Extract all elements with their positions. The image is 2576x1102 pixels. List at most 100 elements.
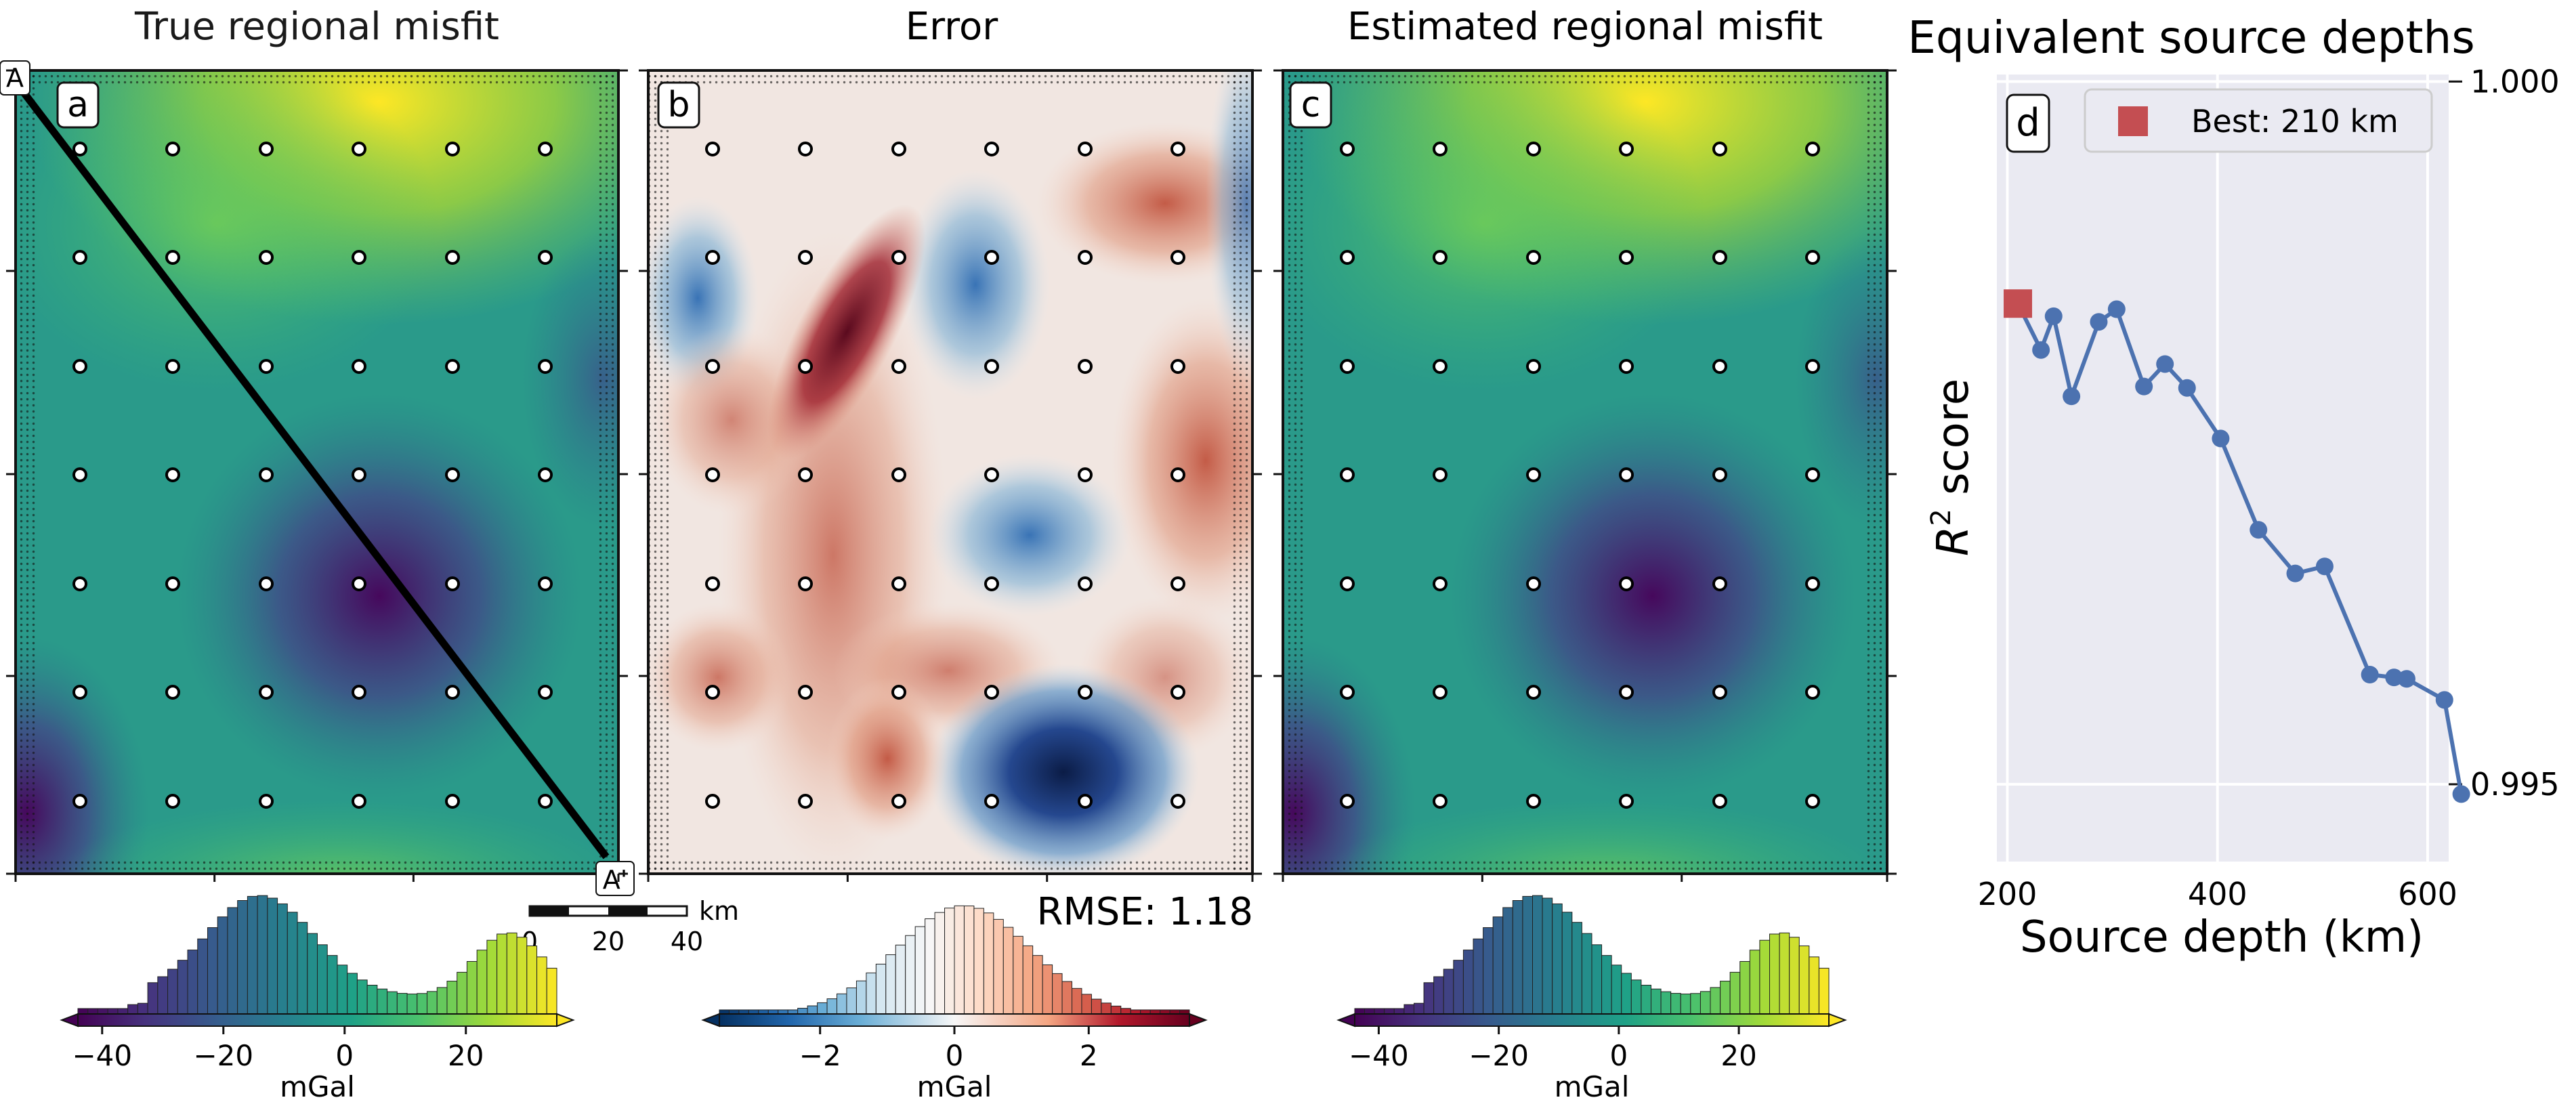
histogram-bar-a-10 xyxy=(177,960,188,1015)
station-point-c-2-4 xyxy=(1712,359,1727,374)
station-point-b-5-0 xyxy=(705,685,720,700)
panel-d-letter: d xyxy=(2016,101,2040,145)
station-point-a-0-2 xyxy=(259,142,274,156)
panel-b-frame xyxy=(647,69,1254,875)
panel-b: Error b RMSE: 1.18 xyxy=(647,5,1254,934)
station-point-a-1-4 xyxy=(445,250,460,265)
station-point-c-3-2 xyxy=(1526,467,1541,482)
station-point-b-3-4 xyxy=(1078,467,1093,482)
histogram-bar-a-21 xyxy=(287,912,298,1015)
station-point-c-5-3 xyxy=(1619,685,1634,700)
station-point-b-4-0 xyxy=(705,576,720,591)
chart-plot-area xyxy=(1997,75,2449,862)
histogram-bar-c-7 xyxy=(1423,982,1435,1015)
profile-line xyxy=(17,85,610,860)
station-point-c-4-5 xyxy=(1805,576,1820,591)
station-point-b-3-3 xyxy=(984,467,999,482)
histogram-bar-a-39 xyxy=(466,960,478,1015)
panel-d-chart: Equivalent source depths 200 400 600 0.995… xyxy=(1907,12,2559,962)
station-point-c-1-0 xyxy=(1340,250,1355,265)
histogram-bar-a-35 xyxy=(427,991,438,1015)
station-point-c-6-3 xyxy=(1619,794,1634,809)
station-point-c-1-5 xyxy=(1805,250,1820,265)
colorbar-a-tick-1: −20 xyxy=(193,1039,253,1072)
colorbar-b-tick-1: 0 xyxy=(946,1039,964,1072)
station-point-c-2-5 xyxy=(1805,359,1820,374)
histogram-bar-a-43 xyxy=(506,932,518,1015)
histogram-bar-a-2 xyxy=(97,1008,108,1015)
station-point-c-4-0 xyxy=(1340,576,1355,591)
chart-y-tick-0: 0.995 xyxy=(2470,766,2560,803)
station-point-b-4-2 xyxy=(891,576,906,591)
histogram-bar-a-42 xyxy=(497,933,507,1015)
histogram-bar-b-40 xyxy=(1110,1005,1122,1015)
station-point-b-1-3 xyxy=(984,250,999,265)
station-point-c-5-4 xyxy=(1712,685,1727,700)
histogram-bar-c-46 xyxy=(1809,956,1819,1015)
station-point-b-5-4 xyxy=(1078,685,1093,700)
station-point-b-4-3 xyxy=(984,576,999,591)
station-point-a-6-3 xyxy=(352,794,366,809)
station-point-b-0-5 xyxy=(1170,142,1185,156)
station-point-a-5-3 xyxy=(352,685,366,700)
station-point-b-2-5 xyxy=(1170,359,1185,374)
station-point-b-2-4 xyxy=(1078,359,1093,374)
station-point-a-2-0 xyxy=(72,359,87,374)
histogram-bar-b-30 xyxy=(1013,935,1023,1015)
station-point-c-1-2 xyxy=(1526,250,1541,265)
profile-end-label: A' xyxy=(603,865,627,895)
chart-x-tick-1: 400 xyxy=(2188,876,2247,912)
station-point-a-0-0 xyxy=(72,142,87,156)
histogram-bar-b-39 xyxy=(1101,1002,1112,1015)
station-point-b-6-5 xyxy=(1170,794,1185,809)
histogram-bar-b-8 xyxy=(797,1008,808,1015)
histogram-bar-c-18 xyxy=(1532,895,1543,1015)
station-point-c-1-1 xyxy=(1433,250,1448,265)
histogram-bar-a-36 xyxy=(436,987,448,1015)
histogram-bar-a-37 xyxy=(446,981,458,1015)
histogram-bar-b-33 xyxy=(1042,964,1053,1015)
station-point-c-5-2 xyxy=(1526,685,1541,700)
station-point-b-6-1 xyxy=(798,794,813,809)
station-point-a-2-1 xyxy=(165,359,180,374)
chart-gridlines xyxy=(1997,75,2449,862)
panel-b-title: Error xyxy=(906,5,998,49)
station-point-a-0-3 xyxy=(352,142,366,156)
station-point-c-3-5 xyxy=(1805,467,1820,482)
panel-c-stations xyxy=(1340,142,1820,809)
station-point-a-6-4 xyxy=(445,794,460,809)
station-point-c-0-2 xyxy=(1526,142,1541,156)
station-point-a-4-1 xyxy=(165,576,180,591)
colorbar-c-min-arrow xyxy=(1336,1013,1355,1027)
station-point-b-5-2 xyxy=(891,685,906,700)
station-point-c-5-1 xyxy=(1433,685,1448,700)
colorbar-a-max-arrow xyxy=(556,1013,575,1027)
station-point-a-5-5 xyxy=(538,685,553,700)
histogram-bar-c-0 xyxy=(1354,1008,1366,1015)
histogram-bar-b-16 xyxy=(875,963,887,1015)
station-point-c-0-5 xyxy=(1805,142,1820,156)
histogram-bar-a-45 xyxy=(526,945,538,1015)
station-point-b-4-5 xyxy=(1170,576,1185,591)
chart-best-marker xyxy=(2004,289,2033,318)
colorbar-a-label: mGal xyxy=(280,1070,355,1102)
station-point-a-3-5 xyxy=(538,467,553,482)
profile-start-label: A xyxy=(6,63,24,93)
histogram-bar-c-19 xyxy=(1542,897,1553,1015)
station-point-b-3-2 xyxy=(891,467,906,482)
histogram-bar-b-23 xyxy=(944,908,955,1015)
histogram-bar-a-29 xyxy=(366,984,378,1015)
station-point-a-6-0 xyxy=(72,794,87,809)
histogram-bar-c-45 xyxy=(1798,945,1810,1015)
station-point-a-5-4 xyxy=(445,685,460,700)
station-point-b-1-2 xyxy=(891,250,906,265)
scale-bar-unit: km xyxy=(699,896,739,926)
histogram-bar-a-13 xyxy=(207,927,218,1015)
chart-point-7 xyxy=(2156,355,2174,373)
histogram-bar-c-23 xyxy=(1581,933,1592,1015)
station-point-a-6-5 xyxy=(538,794,553,809)
station-point-a-4-3 xyxy=(352,576,366,591)
histogram-bar-a-16 xyxy=(237,900,248,1015)
station-point-a-1-3 xyxy=(352,250,366,265)
histogram-bar-c-36 xyxy=(1710,987,1721,1015)
